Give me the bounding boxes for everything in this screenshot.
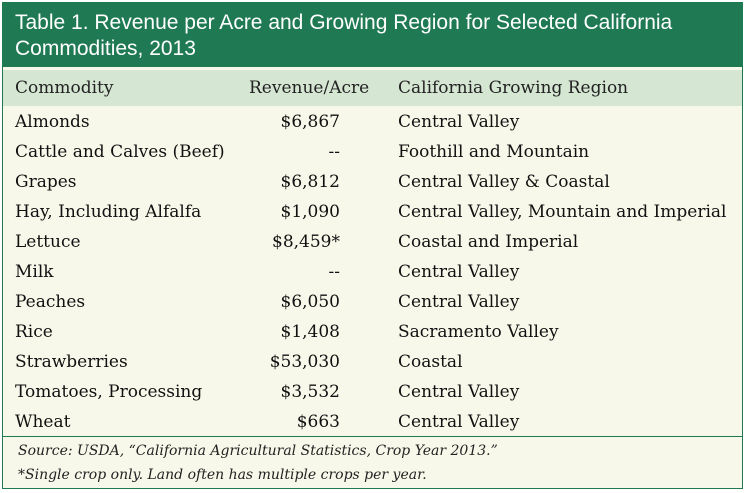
table-row: Almonds $6,867 Central Valley: [3, 108, 742, 138]
cell-revenue: $8,459*: [272, 232, 340, 252]
table-title: Table 1. Revenue per Acre and Growing Re…: [3, 3, 742, 67]
table-row: Lettuce $8,459* Coastal and Imperial: [3, 228, 742, 258]
footnote: *Single crop only. Land often has multip…: [18, 467, 427, 483]
cell-region: Foothill and Mountain: [398, 142, 590, 162]
table-row: Strawberries $53,030 Coastal: [3, 348, 742, 378]
table-header-row: Commodity Revenue/Acre California Growin…: [3, 70, 742, 106]
table-row: Tomatoes, Processing $3,532 Central Vall…: [3, 378, 742, 408]
cell-revenue: $1,090: [280, 202, 340, 222]
cell-region: Coastal: [398, 352, 463, 372]
cell-commodity: Lettuce: [15, 232, 81, 252]
cell-revenue: $1,408: [280, 322, 340, 342]
cell-revenue: --: [328, 142, 341, 162]
cell-region: Coastal and Imperial: [398, 232, 579, 252]
table-row: Milk -- Central Valley: [3, 258, 742, 288]
cell-commodity: Cattle and Calves (Beef): [15, 142, 225, 162]
cell-revenue: $663: [296, 412, 340, 432]
footer-divider: [3, 436, 742, 437]
table-row: Grapes $6,812 Central Valley & Coastal: [3, 168, 742, 198]
header-growing-region: California Growing Region: [398, 78, 629, 98]
cell-region: Central Valley: [398, 292, 520, 312]
table-row: Cattle and Calves (Beef) -- Foothill and…: [3, 138, 742, 168]
table-row: Peaches $6,050 Central Valley: [3, 288, 742, 318]
cell-region: Central Valley: [398, 112, 520, 132]
cell-region: Central Valley: [398, 412, 520, 432]
table-row: Wheat $663 Central Valley: [3, 408, 742, 438]
cell-commodity: Hay, Including Alfalfa: [15, 202, 202, 222]
cell-revenue: $6,812: [280, 172, 340, 192]
cell-commodity: Strawberries: [15, 352, 128, 372]
cell-revenue: $53,030: [269, 352, 340, 372]
cell-revenue: $3,532: [280, 382, 340, 402]
cell-revenue: --: [328, 262, 341, 282]
cell-commodity: Rice: [15, 322, 53, 342]
header-revenue-acre: Revenue/Acre: [249, 78, 370, 98]
cell-region: Central Valley: [398, 262, 520, 282]
cell-commodity: Peaches: [15, 292, 86, 312]
cell-revenue: $6,867: [280, 112, 340, 132]
table-container: Table 1. Revenue per Acre and Growing Re…: [2, 2, 743, 489]
cell-revenue: $6,050: [280, 292, 340, 312]
header-commodity: Commodity: [15, 78, 114, 98]
cell-commodity: Grapes: [15, 172, 77, 192]
cell-region: Sacramento Valley: [398, 322, 559, 342]
cell-region: Central Valley & Coastal: [398, 172, 610, 192]
table-row: Rice $1,408 Sacramento Valley: [3, 318, 742, 348]
cell-region: Central Valley: [398, 382, 520, 402]
source-note: Source: USDA, “California Agricultural S…: [18, 443, 498, 459]
cell-commodity: Tomatoes, Processing: [15, 382, 203, 402]
cell-commodity: Milk: [15, 262, 54, 282]
cell-region: Central Valley, Mountain and Imperial: [398, 202, 727, 222]
cell-commodity: Almonds: [15, 112, 90, 132]
cell-commodity: Wheat: [15, 412, 71, 432]
table-body: Almonds $6,867 Central Valley Cattle and…: [3, 108, 742, 438]
table-row: Hay, Including Alfalfa $1,090 Central Va…: [3, 198, 742, 228]
